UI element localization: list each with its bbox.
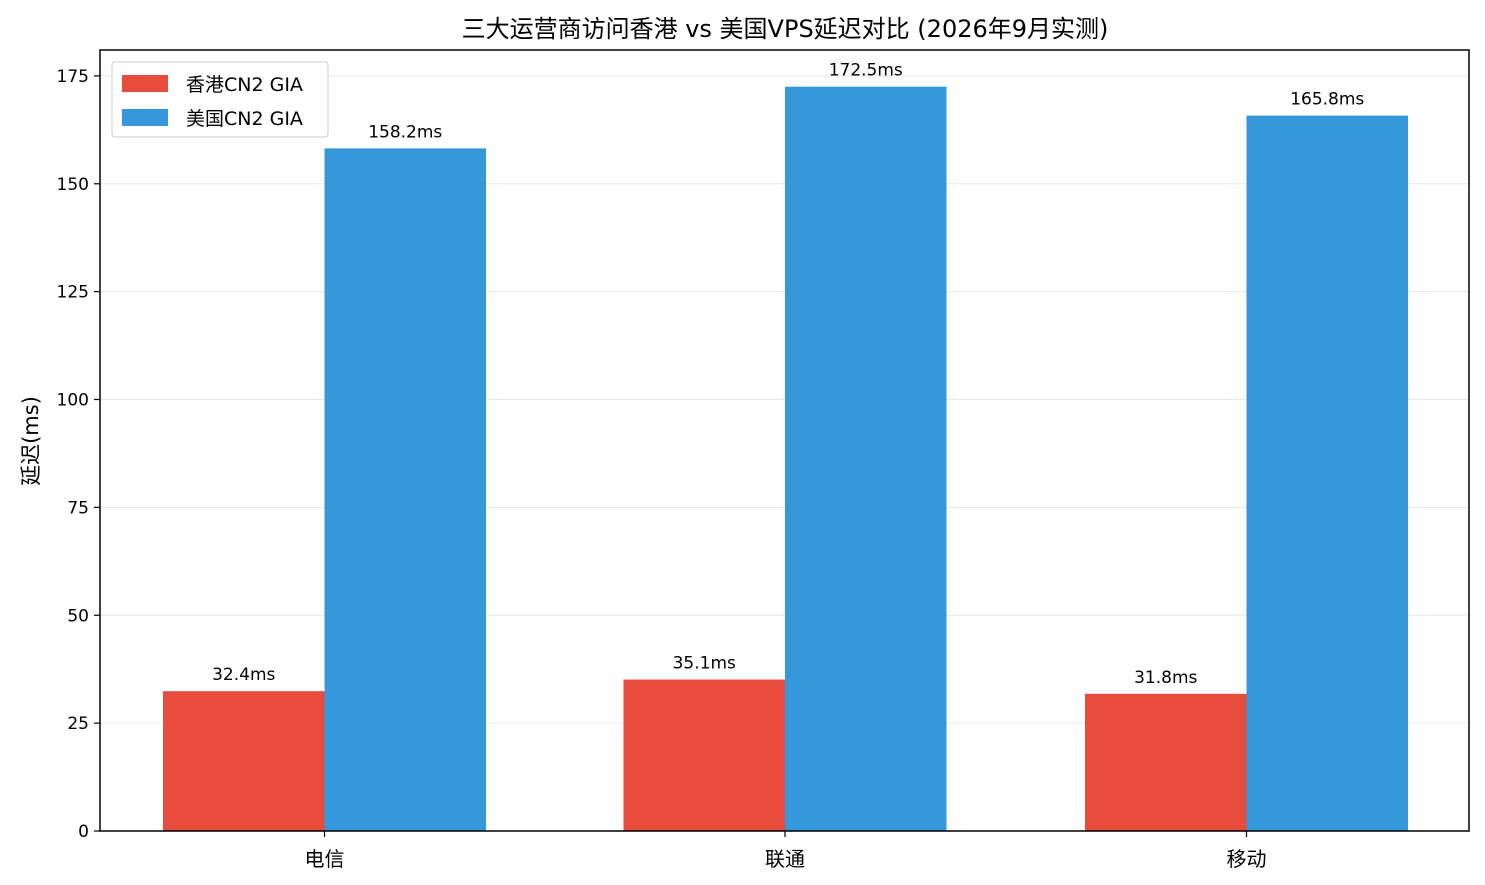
x-tick-label: 电信	[305, 847, 345, 871]
legend-label-us: 美国CN2 GIA	[186, 108, 303, 130]
y-tick-label: 100	[57, 391, 89, 411]
y-tick-label: 175	[57, 67, 89, 87]
legend: 香港CN2 GIA 美国CN2 GIA	[111, 61, 329, 138]
bar-hk	[623, 679, 785, 831]
bar-us	[785, 86, 947, 831]
data-label: 31.8ms	[1134, 668, 1197, 688]
data-label: 32.4ms	[212, 665, 275, 685]
data-label: 35.1ms	[673, 654, 736, 674]
x-tick-label: 联通	[765, 847, 805, 871]
legend-swatch-hk	[122, 75, 168, 92]
bars-group	[163, 86, 1408, 832]
data-label: 165.8ms	[1290, 90, 1364, 110]
data-labels: 32.4ms 158.2ms 35.1ms 172.5ms 31.8ms 165.8ms	[212, 61, 1364, 688]
legend-swatch-us	[122, 109, 168, 126]
y-tick-label: 75	[67, 498, 89, 518]
x-axis: 电信 联通 移动	[305, 831, 1267, 871]
y-axis-label: 延迟(ms)	[19, 396, 43, 486]
bar-us	[324, 148, 486, 831]
legend-label-hk: 香港CN2 GIA	[186, 74, 303, 96]
x-tick-label: 移动	[1227, 847, 1267, 871]
bar-hk	[163, 691, 325, 831]
y-tick-label: 25	[67, 714, 89, 734]
y-tick-label: 150	[57, 175, 89, 195]
y-tick-label: 0	[78, 822, 89, 842]
y-axis: 0 25 50 75 100 125 150 175	[57, 67, 100, 842]
data-label: 172.5ms	[829, 61, 903, 81]
bar-hk	[1085, 693, 1247, 831]
y-tick-label: 50	[67, 606, 89, 626]
y-tick-label: 125	[57, 283, 89, 303]
bar-us	[1246, 115, 1408, 832]
data-label: 158.2ms	[368, 122, 442, 142]
chart-title: 三大运营商访问香港 vs 美国VPS延迟对比 (2026年9月实测)	[462, 15, 1109, 43]
